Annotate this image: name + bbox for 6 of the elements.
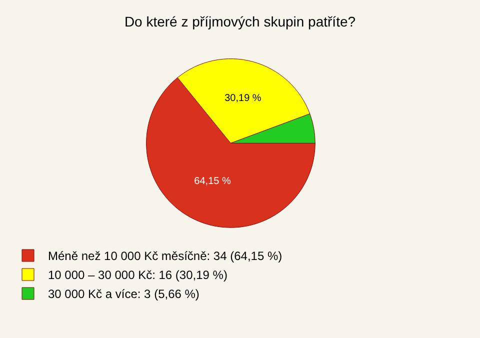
legend-label: 10 000 – 30 000 Kč: 16 (30,19 %) xyxy=(48,268,228,282)
data-label: 64,15 % xyxy=(194,176,231,187)
legend-label: 30 000 Kč a více: 3 (5,66 %) xyxy=(48,287,200,302)
legend-label: Méně než 10 000 Kč měsíčně: 34 (64,15 %) xyxy=(48,249,282,264)
chart-title: Do které z příjmových skupin patříte? xyxy=(124,14,356,30)
data-label: 30,19 % xyxy=(224,92,262,104)
